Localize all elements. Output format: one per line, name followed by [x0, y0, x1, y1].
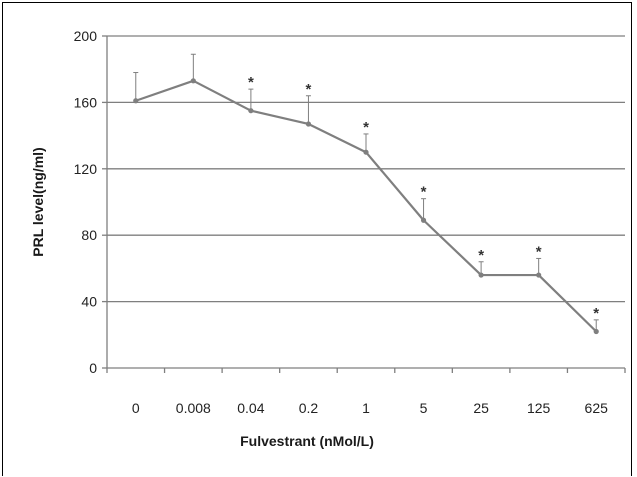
data-point: [593, 328, 599, 335]
significance-asterisk: *: [536, 243, 542, 260]
data-point: [305, 121, 312, 127]
x-tick-label: 0.008: [176, 400, 211, 416]
y-tick-label: 0: [89, 360, 97, 376]
y-tick-label: 160: [74, 94, 98, 110]
gridlines: [107, 35, 625, 303]
x-tick-label: 0: [132, 400, 140, 416]
significance-asterisk: *: [306, 81, 312, 98]
x-tick-label: 25: [473, 400, 489, 416]
significance-asterisk: *: [478, 247, 484, 264]
data-point: [363, 149, 369, 155]
error-bars: [133, 53, 599, 332]
significance-asterisk: *: [421, 184, 427, 201]
y-tick-label: 40: [81, 294, 97, 310]
axes: [102, 35, 626, 373]
data-point: [420, 217, 427, 223]
data-point: [190, 78, 196, 84]
y-tick-label: 80: [81, 227, 97, 243]
data-point: [133, 98, 139, 104]
data-point: [536, 272, 542, 278]
x-tick-label: 1: [362, 400, 370, 416]
x-tick-label: 0.2: [299, 400, 319, 416]
significance-asterisk: *: [248, 74, 254, 91]
x-tick-label: 0.04: [237, 400, 264, 416]
significance-asterisk: *: [363, 119, 369, 136]
y-tick-labels: 0 40 80 120 160 200: [74, 28, 98, 376]
data-point: [478, 272, 484, 278]
x-tick-label: 125: [527, 400, 551, 416]
y-axis-title: PRL level(ng/ml): [30, 147, 46, 256]
significance-asterisk: *: [593, 305, 599, 322]
x-tick-label: 625: [585, 400, 609, 416]
data-point: [248, 108, 254, 114]
y-tick-label: 200: [74, 28, 98, 44]
x-axis-title: Fulvestrant (nMol/L): [240, 433, 374, 449]
x-tick-label: 5: [420, 400, 428, 416]
significance-markers: * * * * * * *: [248, 74, 599, 322]
x-tick-labels: 0 0.008 0.04 0.2 1 5 25 125 625: [132, 400, 608, 416]
y-tick-label: 120: [74, 161, 98, 177]
data-points: [133, 78, 599, 335]
